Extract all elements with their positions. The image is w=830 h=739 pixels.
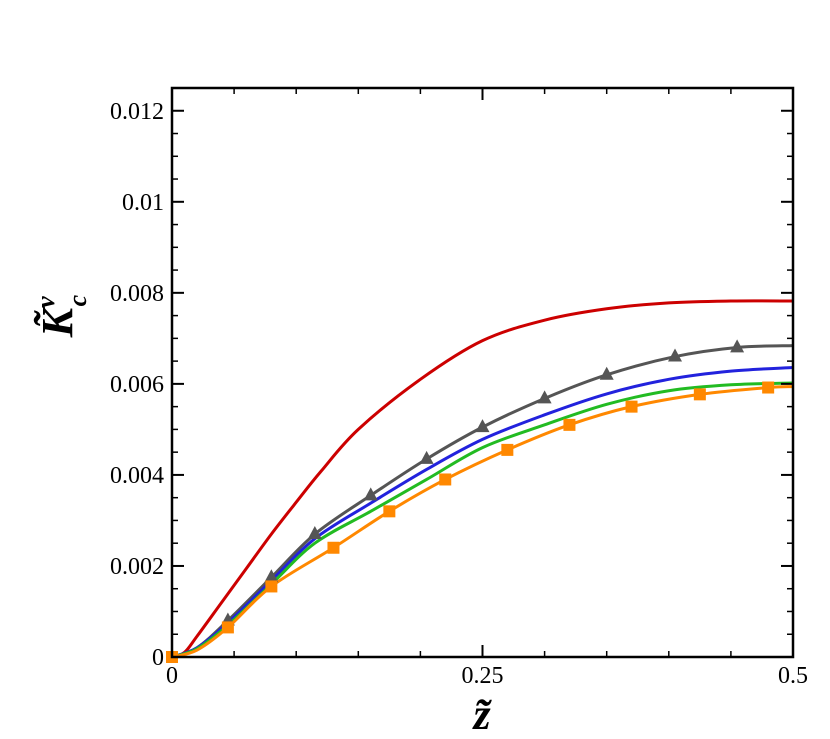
triangle-marker-2 [264, 569, 279, 583]
x-tick-label-3: 0.5 [778, 663, 808, 689]
square-marker-6 [439, 473, 452, 486]
square-marker-10 [693, 388, 706, 401]
square-marker-9 [625, 400, 638, 413]
series-layer [166, 299, 793, 663]
y-tick-label-7: 0.012 [110, 99, 164, 125]
x-axis-label: z̃ [471, 690, 492, 739]
square-marker-11 [762, 381, 775, 394]
series-markers-2 [220, 339, 745, 626]
y-axis-label: K̃v c [31, 294, 92, 338]
axes-layer [170, 86, 795, 659]
y-tick-label-4: 0.006 [110, 372, 164, 398]
series-line-1 [172, 299, 793, 657]
x-tick-label-2: 0.25 [462, 663, 504, 689]
square-marker-2 [221, 621, 234, 634]
square-marker-8 [563, 418, 576, 431]
square-marker-5 [383, 505, 396, 518]
triangle-marker-10 [730, 339, 745, 353]
y-axis-label-main: K̃ [33, 305, 82, 338]
square-marker-7 [501, 443, 514, 456]
x-tick-label-1: 0 [166, 663, 178, 689]
square-marker-4 [327, 541, 340, 554]
y-tick-label-6: 0.01 [122, 190, 164, 216]
triangle-marker-7 [537, 390, 552, 404]
series-line-3 [172, 365, 793, 657]
series-markers-5 [166, 381, 775, 663]
triangle-marker-9 [668, 348, 683, 362]
triangle-marker-5 [419, 450, 434, 464]
plot-frame [170, 86, 795, 659]
y-tick-label-3: 0.004 [110, 463, 164, 489]
square-marker-3 [265, 580, 278, 593]
y-tick-label-5: 0.008 [110, 281, 164, 307]
y-axis-label-sub: c [63, 294, 92, 306]
y-axis-label-sup: v [31, 296, 60, 308]
svg-text:K̃vc: K̃v c [31, 294, 92, 338]
labels-layer: 0 0.25 0.5 0 0.002 0.004 0.006 0.008 0.01 0.012 [110, 99, 808, 689]
triangle-marker-4 [363, 487, 378, 501]
triangle-marker-3 [307, 526, 322, 540]
y-tick-label-2: 0.002 [110, 554, 164, 580]
series-group [172, 299, 793, 657]
y-tick-label-1: 0 [152, 645, 164, 671]
triangle-marker-6 [475, 419, 490, 433]
triangle-marker-8 [599, 366, 614, 380]
